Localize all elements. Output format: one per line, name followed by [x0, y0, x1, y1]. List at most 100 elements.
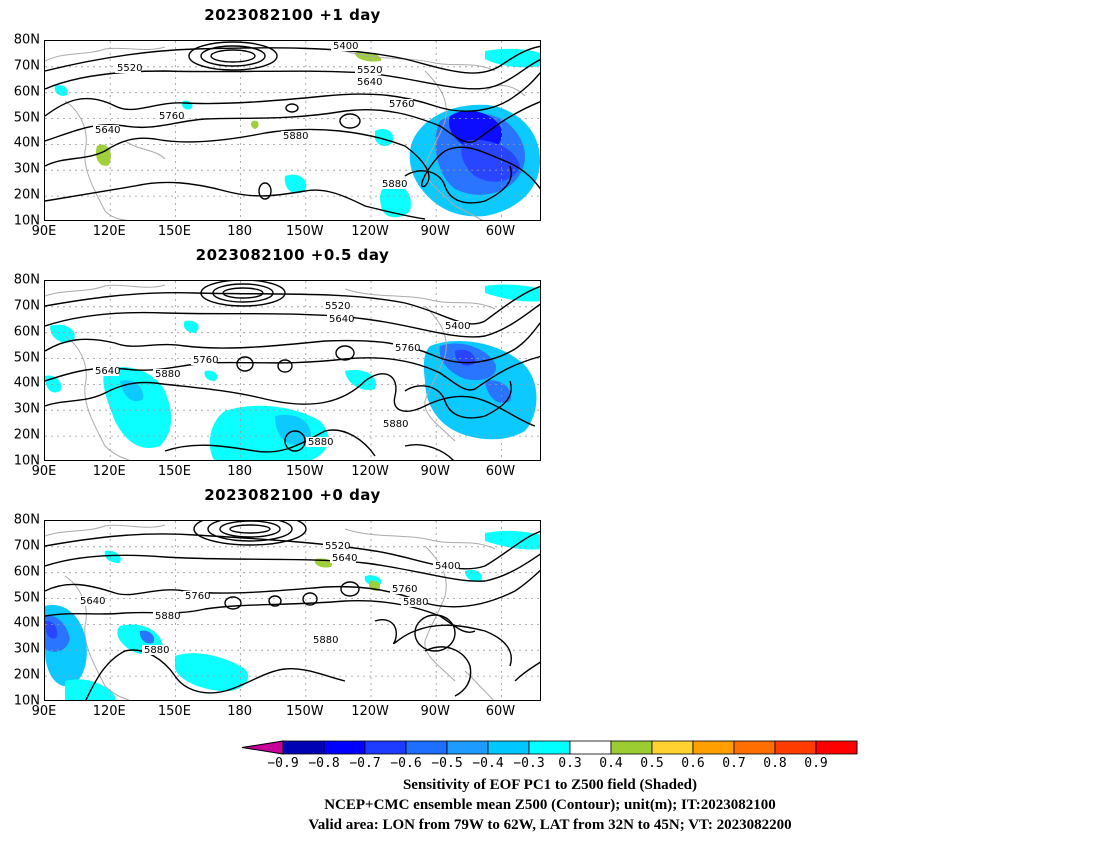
sensitivity-shading [45, 284, 540, 460]
x-tick-label: 180 [227, 704, 253, 719]
y-tick-label: 10N [13, 693, 40, 709]
coastlines [45, 284, 496, 460]
contour-label: 5880 [155, 369, 180, 380]
x-tick-label: 150E [157, 704, 191, 719]
contour-label: 5880 [313, 635, 338, 646]
contour-label: 5640 [332, 553, 357, 564]
colorbar-tick-label: 0.4 [599, 756, 623, 771]
colorbar-cell [692, 740, 735, 755]
colorbar-tick-label: −0.3 [513, 756, 545, 771]
panel-3-map: 5520 5640 5400 5760 5880 5640 5760 5880 … [44, 520, 541, 701]
x-tick-label: 90W [420, 224, 450, 239]
grid-lines [45, 521, 540, 700]
x-tick-label: 90E [31, 464, 57, 479]
contour-label: 5760 [392, 584, 417, 595]
colorbar-under-triangle [241, 740, 284, 755]
colorbar-cell [610, 740, 653, 755]
y-tick-label: 50N [13, 350, 40, 366]
y-tick-label: 60N [13, 84, 40, 100]
colorbar-cell [405, 740, 448, 755]
contour-label: 5520 [357, 65, 382, 76]
contour-label: 5520 [325, 541, 350, 552]
x-tick-label: 180 [227, 224, 253, 239]
colorbar-cell [569, 740, 612, 755]
contour-label: 5640 [95, 125, 120, 136]
contour-label: 5640 [329, 314, 354, 325]
panel-3-title: 2023082100 +0 day [204, 486, 381, 504]
colorbar-tick-label: −0.5 [431, 756, 463, 771]
x-tick-label: 90W [420, 464, 450, 479]
contour-label: 5760 [395, 343, 420, 354]
coastlines [45, 46, 526, 220]
contour-label: 5520 [117, 63, 142, 74]
y-tick-label: 20N [13, 187, 40, 203]
x-tick-label: 60W [485, 224, 516, 239]
colorbar-tick-label: 0.8 [763, 756, 787, 771]
y-tick-label: 70N [13, 298, 40, 314]
y-tick-label: 30N [13, 161, 40, 177]
caption-line-1: Sensitivity of EOF PC1 to Z500 field (Sh… [402, 777, 698, 793]
x-tick-label: 120E [92, 704, 126, 719]
colorbar-cell [528, 740, 571, 755]
z500-contours [45, 521, 540, 700]
contour-label: 5640 [95, 366, 120, 377]
y-tick-label: 70N [13, 58, 40, 74]
colorbar-tick-label: 0.9 [804, 756, 828, 771]
x-tick-label: 120W [351, 464, 389, 479]
contour-label: 5880 [382, 179, 407, 190]
colorbar-cell [446, 740, 489, 755]
y-tick-label: 50N [13, 590, 40, 606]
x-tick-label: 90E [31, 704, 57, 719]
sensitivity-shading [45, 530, 540, 700]
contour-label: 5880 [308, 437, 333, 448]
x-tick-label: 120E [92, 224, 126, 239]
contour-label: 5760 [185, 591, 210, 602]
y-tick-label: 80N [13, 272, 40, 288]
caption-line-3: Valid area: LON from 79W to 62W, LAT fro… [308, 817, 792, 833]
panel-1-title: 2023082100 +1 day [204, 6, 381, 24]
caption-line-2: NCEP+CMC ensemble mean Z500 (Contour); u… [324, 797, 776, 813]
x-tick-label: 60W [485, 704, 516, 719]
colorbar-cell [282, 740, 325, 755]
y-tick-label: 30N [13, 401, 40, 417]
contour-label: 5400 [435, 561, 460, 572]
panel-1-map: 5400 5520 5520 5640 5640 5760 5760 5880 … [44, 40, 541, 221]
contour-label: 5880 [144, 645, 169, 656]
colorbar-tick-label: 0.3 [558, 756, 582, 771]
y-tick-label: 70N [13, 538, 40, 554]
contour-label: 5760 [159, 111, 184, 122]
panel-2-map-graphic: 5520 5640 5400 5760 5640 5760 5880 5880 … [45, 281, 540, 460]
y-tick-label: 10N [13, 453, 40, 469]
panel-3-map-graphic: 5520 5640 5400 5760 5880 5640 5760 5880 … [45, 521, 540, 700]
panel-1-map-graphic: 5400 5520 5520 5640 5640 5760 5760 5880 … [45, 41, 540, 220]
contour-labels: 5520 5640 5400 5760 5880 5640 5760 5880 … [78, 541, 460, 656]
x-tick-label: 60W [485, 464, 516, 479]
colorbar-cell [364, 740, 407, 755]
colorbar-cell [815, 740, 858, 755]
x-tick-label: 90W [420, 704, 450, 719]
y-tick-label: 20N [13, 427, 40, 443]
colorbar-tick-label: −0.6 [390, 756, 422, 771]
colorbar-cell [651, 740, 694, 755]
y-tick-label: 10N [13, 213, 40, 229]
y-tick-label: 20N [13, 667, 40, 683]
x-tick-label: 150W [285, 464, 324, 479]
contour-label: 5880 [403, 597, 428, 608]
z500-contours [45, 41, 540, 220]
y-tick-label: 30N [13, 641, 40, 657]
y-tick-label: 60N [13, 324, 40, 340]
colorbar-cell [323, 740, 366, 755]
contour-label: 5880 [155, 611, 180, 622]
colorbar-cell [733, 740, 776, 755]
colorbar-tick-label: −0.8 [308, 756, 340, 771]
y-tick-label: 50N [13, 110, 40, 126]
colorbar-tick-label: 0.7 [722, 756, 746, 771]
contour-label: 5880 [283, 131, 308, 142]
x-tick-label: 120W [351, 704, 389, 719]
colorbar-tick-label: −0.9 [267, 756, 299, 771]
x-tick-label: 150W [285, 704, 324, 719]
contour-labels: 5520 5640 5400 5760 5640 5760 5880 5880 … [93, 301, 470, 448]
colorbar-tick-label: −0.4 [472, 756, 504, 771]
x-tick-label: 90E [31, 224, 57, 239]
contour-label: 5760 [193, 355, 218, 366]
